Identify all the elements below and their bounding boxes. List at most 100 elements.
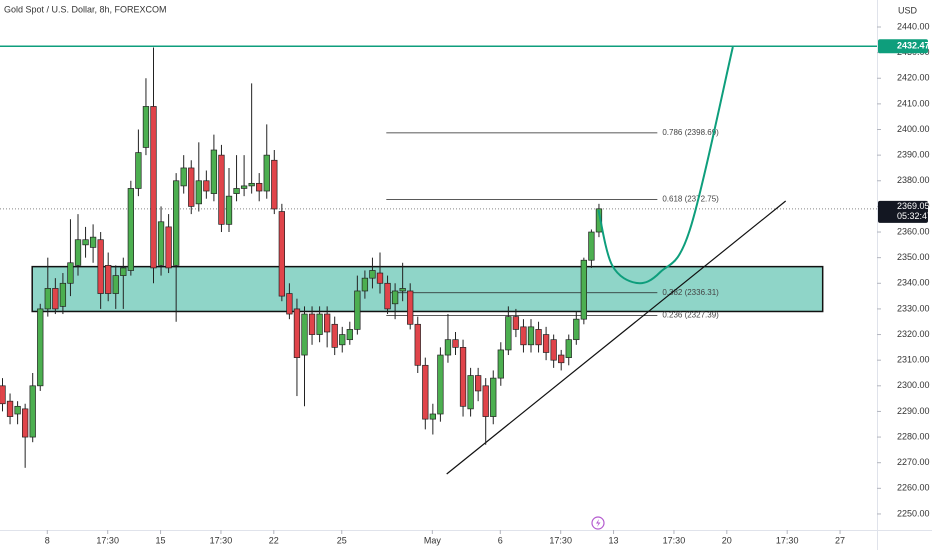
candle-body: [67, 262, 74, 284]
candle-body: [588, 231, 595, 261]
y-tick-label: 2270.00: [897, 457, 930, 467]
candle-body: [233, 188, 240, 194]
y-tick-label: 2390.00: [897, 150, 930, 160]
candle-body: [422, 364, 429, 420]
candle-body: [240, 185, 248, 189]
candle-body: [105, 264, 112, 294]
candle-body: [127, 188, 135, 271]
candle-body: [248, 182, 255, 187]
candle-body: [59, 282, 67, 307]
y-tick-label: 2320.00: [897, 329, 930, 339]
candle-body: [278, 211, 285, 297]
candle-body: [14, 405, 21, 415]
y-tick-label: 2250.00: [897, 508, 930, 518]
candle-body: [520, 326, 527, 346]
x-tick-label: 20: [722, 535, 732, 545]
candle-body: [218, 154, 225, 225]
x-tick-label: 17:30: [776, 535, 799, 545]
candle-body: [369, 270, 376, 279]
candle-body: [112, 275, 119, 294]
x-tick-label: 17:30: [210, 535, 233, 545]
candle-body: [459, 347, 467, 407]
countdown-label: 05:32:47: [897, 211, 932, 221]
candle-body: [490, 377, 497, 417]
chart-title: Gold Spot / U.S. Dollar, 8h, FOREXCOM: [4, 4, 167, 14]
y-tick-label: 2310.00: [897, 355, 930, 365]
candle-body: [52, 288, 59, 310]
candle-body: [354, 290, 361, 330]
x-tick-label: 25: [337, 535, 347, 545]
candle-body: [535, 329, 542, 346]
icon-circle[interactable]: [591, 516, 605, 530]
fib-label: 0.786 (2398.69): [662, 128, 719, 137]
candle-body: [263, 154, 270, 192]
y-tick-label: 2420.00: [897, 73, 930, 83]
candle-body: [316, 313, 323, 335]
candle-body: [542, 334, 550, 353]
candle-body: [97, 239, 104, 294]
candle-body: [475, 375, 482, 392]
candle-body: [173, 180, 180, 266]
resistance-label-box: [878, 39, 928, 54]
candle-body: [437, 354, 444, 415]
candle-body: [505, 316, 512, 351]
icon-bolt[interactable]: [596, 519, 601, 527]
y-tick-label: 2440.00: [897, 21, 930, 31]
candle-body: [308, 313, 316, 335]
y-tick-label: 2410.00: [897, 98, 930, 108]
candle-body: [120, 267, 127, 276]
candle-body: [157, 221, 165, 266]
candle-body: [407, 290, 414, 325]
plot-area: 0.786 (2398.69) 0.618 (2372.75) 0.382 (233…: [0, 45, 877, 475]
candle-body: [74, 239, 82, 266]
candle-body: [376, 272, 384, 284]
candle-body: [203, 180, 210, 192]
x-tick-label: May: [424, 535, 442, 545]
x-tick-label: 27: [835, 535, 845, 545]
x-tick-label: 17:30: [663, 535, 686, 545]
candle-body: [467, 375, 474, 410]
candle-body: [580, 259, 587, 320]
candle-body: [361, 277, 369, 292]
y-tick-label: 2360.00: [897, 226, 930, 236]
projection-curve: [597, 46, 734, 285]
candle-body: [414, 323, 421, 366]
candle-body: [165, 226, 172, 269]
candle-body: [512, 316, 520, 330]
resistance-label: 2432.47: [897, 41, 930, 51]
candle-body: [324, 313, 331, 333]
fib-label: 0.618 (2372.75): [662, 194, 719, 203]
candle-body: [595, 208, 603, 233]
candle-body: [29, 385, 36, 438]
zone: [31, 265, 824, 313]
candle-body: [301, 313, 308, 356]
alert-icon[interactable]: [591, 516, 605, 530]
candle-body: [22, 408, 29, 438]
candle-body: [527, 326, 535, 346]
candle-body: [44, 288, 51, 310]
candle-body: [331, 323, 338, 348]
candle-body: [37, 308, 44, 387]
x-tick-label: 13: [609, 535, 619, 545]
candle-body: [573, 318, 580, 341]
candle-body: [286, 293, 293, 315]
x-tick-label: 22: [269, 535, 279, 545]
candle-body: [256, 182, 263, 192]
candle-body: [558, 354, 565, 364]
y-tick-label: 2280.00: [897, 431, 930, 441]
last-price-box: [878, 200, 928, 223]
candle-body: [429, 413, 436, 420]
trendline: [446, 200, 787, 475]
candle-body: [384, 282, 391, 310]
candle-body: [180, 167, 187, 187]
y-tick-label: 2380.00: [897, 175, 930, 185]
candle-body: [482, 385, 489, 417]
candle-body: [6, 400, 14, 417]
candle-body: [444, 339, 452, 356]
x-tick-label: 17:30: [549, 535, 572, 545]
currency-label: USD: [898, 5, 918, 15]
candle-body: [82, 239, 89, 246]
y-tick-label: 2350.00: [897, 252, 930, 262]
candle-body: [210, 149, 218, 194]
candle-body: [346, 329, 353, 341]
